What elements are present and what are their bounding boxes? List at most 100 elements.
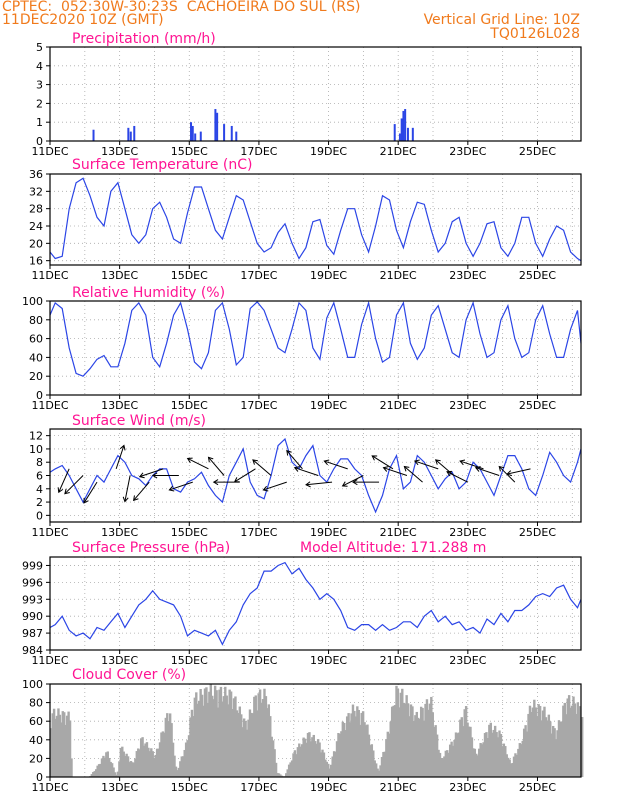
cloud-bar bbox=[196, 703, 199, 777]
cloud-bar bbox=[350, 713, 353, 777]
cloud-bar bbox=[109, 761, 112, 777]
cloud-bar bbox=[176, 770, 179, 777]
cloud-bar bbox=[277, 773, 281, 777]
y-tick-label: 0 bbox=[36, 135, 43, 148]
cloud-bar bbox=[148, 751, 152, 777]
cloud-bar bbox=[126, 756, 130, 777]
cloud-bar bbox=[119, 747, 123, 777]
cloud-bar bbox=[177, 767, 181, 777]
wind-vector bbox=[133, 481, 150, 501]
x-tick-label: 13DEC bbox=[101, 145, 138, 158]
cloud-bar bbox=[404, 703, 407, 777]
x-tick-label: 23DEC bbox=[449, 654, 486, 667]
x-tick-label: 21DEC bbox=[380, 145, 417, 158]
wind-vector-head bbox=[371, 455, 378, 461]
cloud-bar bbox=[332, 751, 336, 777]
precip-bar bbox=[92, 129, 95, 141]
cloud-bar bbox=[160, 732, 163, 777]
y-tick-label: 0 bbox=[36, 509, 43, 522]
cloud-bar bbox=[260, 702, 263, 777]
cloud-bar bbox=[477, 748, 481, 777]
cloud-bar bbox=[208, 691, 211, 777]
y-tick-label: 80 bbox=[29, 697, 43, 710]
cloud-bar bbox=[338, 733, 342, 777]
cloud-bar bbox=[145, 742, 149, 777]
cloud-bar bbox=[479, 742, 482, 777]
wind-frame bbox=[49, 428, 582, 523]
cloud-bar bbox=[142, 745, 146, 777]
cloud-bar bbox=[296, 747, 300, 777]
wind-vector bbox=[169, 481, 193, 491]
cloud-bar bbox=[205, 687, 208, 777]
y-tick-label: 1 bbox=[36, 116, 43, 129]
y-tick-label: 20 bbox=[29, 752, 43, 765]
cloud-bar bbox=[118, 761, 121, 777]
cloud-bar bbox=[202, 705, 205, 777]
wind-vector-head bbox=[207, 456, 214, 463]
rh-title: Relative Humidity (%) bbox=[72, 285, 225, 301]
cloud-bar bbox=[524, 725, 527, 777]
x-tick-label: 23DEC bbox=[449, 526, 486, 539]
cloud-bar bbox=[422, 720, 426, 777]
cloud-bar bbox=[132, 762, 136, 777]
cloud-bar bbox=[572, 696, 575, 777]
cloud-bar bbox=[530, 711, 533, 777]
cloud-bar bbox=[280, 775, 284, 777]
x-tick-label: 19DEC bbox=[310, 526, 347, 539]
cloud-bar bbox=[499, 734, 503, 777]
cloud-bar bbox=[393, 705, 397, 777]
cloud-bar bbox=[50, 728, 53, 777]
cloud-bar bbox=[290, 760, 294, 777]
cloud-bar bbox=[137, 748, 140, 777]
cloud-bar bbox=[63, 712, 66, 777]
wind-vector-head bbox=[413, 459, 420, 466]
cloud-bar bbox=[518, 743, 522, 777]
precip-bar bbox=[411, 127, 414, 141]
cloud-bar bbox=[392, 705, 395, 777]
cloud-bar bbox=[402, 702, 405, 777]
y-tick-label: 0 bbox=[36, 771, 43, 784]
y-tick-label: 984 bbox=[22, 644, 43, 657]
cloud-bar bbox=[287, 764, 291, 777]
precip-bar bbox=[127, 127, 130, 141]
cloud-bar bbox=[525, 731, 529, 777]
cloud-bar bbox=[318, 742, 321, 777]
wind-vector-head bbox=[352, 479, 358, 486]
cloud-bar bbox=[537, 704, 540, 777]
cloud-bar bbox=[51, 713, 54, 777]
cloud-bar bbox=[183, 749, 186, 777]
cloud-bar bbox=[235, 710, 239, 777]
cloud-bar bbox=[576, 702, 580, 777]
cloud-bar bbox=[155, 748, 159, 777]
cloud-bar bbox=[395, 685, 398, 777]
cloud-bar bbox=[299, 746, 302, 777]
cloud-bar bbox=[388, 733, 391, 777]
cloud-bar bbox=[200, 694, 204, 777]
cloud-bar bbox=[122, 751, 125, 777]
cloud-bar bbox=[138, 749, 141, 777]
wind-vector-head bbox=[252, 459, 258, 465]
cloud-bar bbox=[322, 752, 326, 777]
x-tick-label: 11DEC bbox=[31, 781, 68, 794]
cloud-bar bbox=[340, 731, 343, 777]
wind-vector bbox=[305, 481, 333, 486]
cloud-bar bbox=[505, 754, 508, 777]
cloud-bar bbox=[560, 721, 564, 777]
x-tick-label: 15DEC bbox=[171, 145, 208, 158]
wind-vector-head bbox=[168, 485, 175, 492]
cloud-bar bbox=[269, 716, 272, 777]
cloud-bar bbox=[70, 758, 73, 777]
wind-vector bbox=[383, 467, 408, 476]
cloud-bar bbox=[469, 726, 472, 777]
cloud-bar bbox=[123, 755, 127, 777]
cloud-bar bbox=[321, 749, 324, 777]
wind-vector-head bbox=[403, 465, 410, 472]
cloud-bar bbox=[466, 722, 469, 777]
cloud-bar bbox=[473, 748, 477, 777]
wind-vector bbox=[435, 459, 455, 476]
cloud-bar bbox=[398, 707, 401, 777]
cloud-bar bbox=[105, 752, 108, 777]
cloud-bar bbox=[225, 695, 228, 777]
wind-vector bbox=[507, 468, 531, 475]
